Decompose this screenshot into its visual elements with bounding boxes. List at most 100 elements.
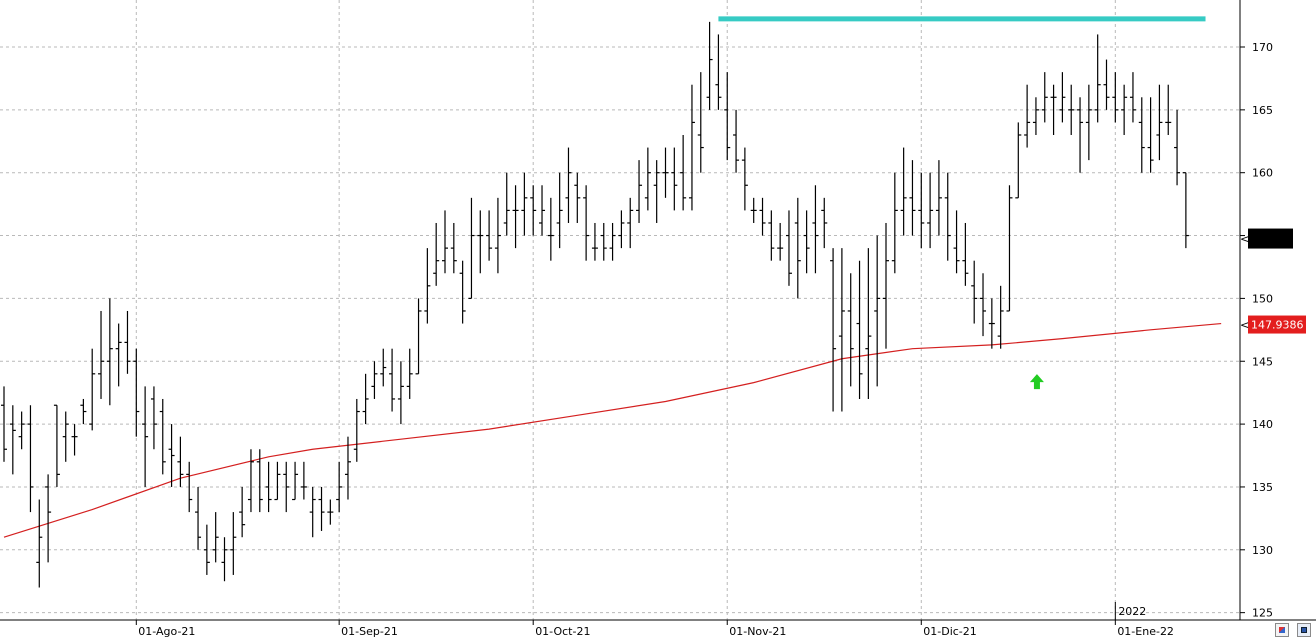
- ohlc-bar: [785, 210, 792, 286]
- ohlc-bar: [327, 499, 334, 525]
- ohlc-bar: [89, 348, 96, 431]
- ohlc-bar: [715, 34, 722, 110]
- ohlc-bar: [203, 524, 210, 575]
- ohlc-bar: [706, 21, 713, 110]
- ohlc-bar: [688, 84, 695, 211]
- ohlc-bar: [944, 172, 951, 261]
- moving-average-line: [3, 322, 1222, 538]
- ohlc-bar: [627, 197, 634, 249]
- ohlc-bar: [1182, 172, 1189, 249]
- ohlc-bar: [142, 386, 149, 487]
- ohlc-bar: [503, 172, 510, 236]
- ohlc-bar: [45, 474, 52, 563]
- ohlc-bar: [909, 160, 916, 236]
- ohlc-bar: [724, 72, 731, 161]
- ohlc-bar: [1112, 72, 1119, 123]
- ma-value-marker: <: [1240, 319, 1249, 332]
- ohlc-bar: [591, 222, 598, 261]
- ohlc-bar: [644, 147, 651, 211]
- ohlc-bar: [883, 222, 889, 349]
- ohlc-bar: [186, 461, 193, 513]
- ohlc-bar: [750, 197, 757, 223]
- ohlc-bar: [247, 449, 254, 513]
- ohlc-bar: [521, 172, 528, 236]
- ohlc-bar: [918, 172, 925, 249]
- ohlc-bar: [9, 405, 16, 475]
- ohlc-bar: [1059, 72, 1066, 123]
- ohlc-bar: [1050, 84, 1057, 135]
- ohlc-bar: [397, 361, 404, 425]
- ohlc-bar: [1032, 97, 1039, 135]
- ohlc-bar: [821, 197, 828, 249]
- ohlc-bar: [424, 248, 431, 324]
- ohlc-bar: [80, 398, 87, 425]
- ohlc-bar: [309, 486, 316, 538]
- x-tick-label: 01-Sep-21: [341, 625, 398, 638]
- ohlc-bar: [336, 461, 343, 513]
- ohlc-bar: [159, 398, 166, 475]
- ohlc-bar: [962, 222, 969, 286]
- y-tick-label: 140: [1252, 418, 1273, 431]
- ohlc-bar: [997, 285, 1004, 349]
- ohlc-bar: [477, 210, 484, 274]
- ohlc-bar: [459, 260, 466, 324]
- palette-icon[interactable]: [1275, 623, 1289, 637]
- ohlc-bar: [556, 172, 563, 249]
- ohlc-bar: [891, 172, 898, 274]
- ohlc-bar: [636, 160, 643, 223]
- ohlc-bar: [1015, 122, 1022, 199]
- ohlc-bar: [1156, 84, 1163, 161]
- ohlc-bar: [812, 185, 819, 274]
- x-tick-label: 01-Oct-21: [535, 625, 590, 638]
- ohlc-bar: [741, 147, 748, 211]
- y-tick-label: 150: [1252, 292, 1273, 305]
- ohlc-bar: [433, 222, 440, 286]
- ohlc-bar: [662, 147, 669, 198]
- ohlc-bar: [265, 461, 272, 513]
- ohlc-bar: [539, 185, 546, 236]
- y-tick-label: 125: [1252, 607, 1273, 620]
- ohlc-bar: [344, 436, 351, 500]
- x-tick-label: 01-Ago-21: [138, 625, 195, 638]
- ohlc-bar: [1068, 84, 1075, 135]
- ohlc-bar: [239, 486, 246, 538]
- ohlc-bar: [856, 260, 863, 399]
- save-icon[interactable]: [1297, 623, 1311, 637]
- ohlc-bar: [1165, 84, 1172, 135]
- ohlc-bar: [980, 273, 987, 337]
- ohlc-bar: [733, 109, 740, 173]
- ohlc-bar: [935, 160, 942, 236]
- ohlc-bar: [1103, 59, 1110, 110]
- ohlc-bar: [150, 386, 157, 450]
- ohlc-bar: [230, 512, 237, 575]
- ohlc-bar: [371, 361, 378, 399]
- ohlc-bar: [353, 398, 360, 462]
- ohlc-bar: [618, 210, 625, 249]
- ohlc-bar: [547, 197, 554, 261]
- ohlc-bar: [18, 411, 25, 450]
- ohlc-bar: [115, 323, 122, 387]
- ohlc-bar: [486, 210, 493, 261]
- ohlc-bar: [574, 172, 581, 223]
- ohlc-bar: [71, 424, 78, 456]
- ohlc-bar: [389, 348, 396, 412]
- ma-value-label: 147.9386: [1251, 319, 1304, 332]
- up-arrow-icon: [1029, 374, 1044, 390]
- y-tick-label: 160: [1252, 167, 1273, 180]
- ohlc-bar: [1174, 109, 1181, 186]
- ohlc-bar: [927, 172, 934, 249]
- ohlc-bar: [442, 210, 448, 274]
- x-tick-label: 01-Dic-21: [923, 625, 977, 638]
- ohlc-bar: [971, 260, 978, 324]
- y-tick-label: 170: [1252, 41, 1273, 54]
- ohlc-bar: [98, 310, 105, 399]
- ohlc-bar: [1138, 97, 1145, 173]
- ohlc-bar: [1, 386, 7, 462]
- ohlc-bar: [583, 185, 590, 261]
- ohlc-bar: [900, 147, 907, 236]
- ohlc-bar: [318, 486, 325, 531]
- ohlc-bar: [195, 486, 202, 550]
- x-tick-label: 01-Ene-22: [1117, 625, 1174, 638]
- ohlc-bar: [1006, 185, 1013, 312]
- ohlc-bar: [62, 411, 69, 462]
